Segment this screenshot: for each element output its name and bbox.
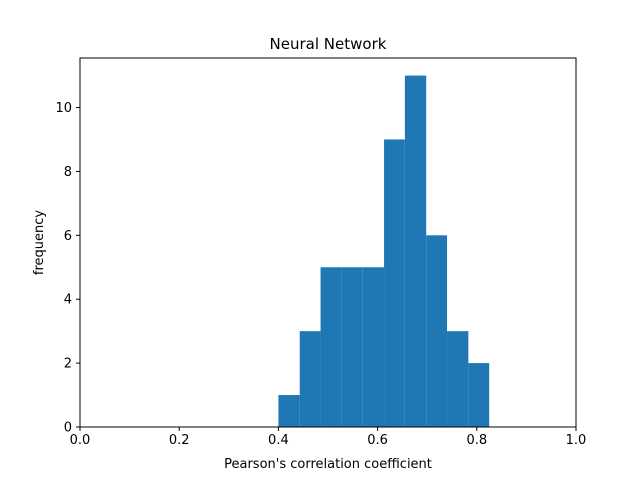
x-tick-label: 0.0 xyxy=(70,433,91,448)
y-tick-label: 8 xyxy=(64,165,72,180)
y-axis: 0 2 4 6 8 10 xyxy=(55,101,80,436)
plot-frame xyxy=(79,57,577,428)
x-axis-label: Pearson's correlation coefficient xyxy=(224,457,432,472)
x-tick-label: 0.8 xyxy=(466,433,487,448)
x-tick-label: 0.2 xyxy=(169,433,190,448)
y-tick-label: 2 xyxy=(64,357,72,372)
histogram-bar-4 xyxy=(362,267,385,427)
histogram-bar-1 xyxy=(299,331,321,427)
histogram-bar-0 xyxy=(278,395,300,427)
histogram-bar-9 xyxy=(468,363,490,427)
bars-group xyxy=(278,75,490,428)
x-tick-label: 0.6 xyxy=(367,433,388,448)
histogram-bar-2 xyxy=(320,267,342,427)
y-axis-label: frequency xyxy=(32,210,47,276)
histogram-bar-7 xyxy=(426,235,448,427)
histogram-bar-3 xyxy=(341,267,363,427)
histogram-bar-5 xyxy=(384,139,405,427)
histogram-bar-6 xyxy=(404,75,427,428)
histogram-bar-8 xyxy=(447,331,469,427)
chart-title: Neural Network xyxy=(270,35,387,53)
y-tick-label: 10 xyxy=(55,101,72,116)
x-tick-label: 0.4 xyxy=(268,433,289,448)
x-axis: 0.0 0.2 0.4 0.6 0.8 1.0 xyxy=(70,427,587,448)
y-tick-label: 0 xyxy=(64,421,72,436)
y-tick-label: 6 xyxy=(64,229,72,244)
y-tick-label: 4 xyxy=(64,293,72,308)
x-tick-label: 1.0 xyxy=(566,433,587,448)
